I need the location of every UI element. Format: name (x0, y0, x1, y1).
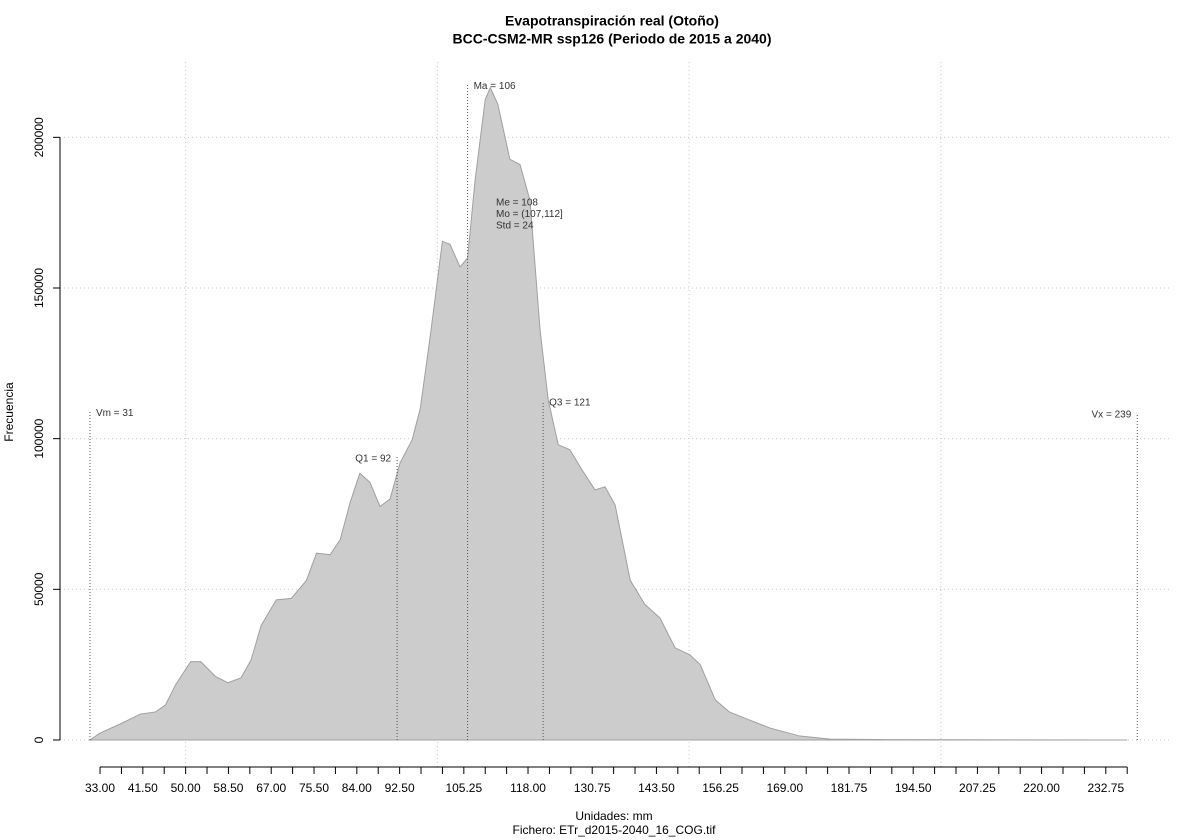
x-axis-label: Unidades: mm (575, 809, 652, 823)
stat-summary: Mo = (107,112] (496, 209, 563, 220)
x-tick-label: 181.75 (831, 781, 868, 795)
stat-label: Q1 = 92 (355, 453, 391, 464)
x-tick-label: 169.00 (766, 781, 803, 795)
stat-label: Vx = 239 (1092, 410, 1132, 421)
y-tick-label: 200000 (32, 117, 46, 157)
chart-title: Evapotranspiración real (Otoño) (505, 13, 719, 29)
x-tick-label: 67.00 (256, 781, 286, 795)
y-tick-label: 100000 (32, 418, 46, 458)
x-tick-label: 92.50 (385, 781, 415, 795)
chart-subtitle: BCC-CSM2-MR ssp126 (Periodo de 2015 a 20… (453, 31, 772, 47)
x-tick-label: 58.50 (213, 781, 243, 795)
x-tick-label: 105.25 (445, 781, 482, 795)
stat-label: Ma = 106 (474, 81, 516, 92)
x-tick-label: 207.25 (959, 781, 996, 795)
y-axis-label: Frecuencia (2, 382, 16, 442)
x-tick-label: 84.00 (342, 781, 372, 795)
caption: Fichero: ETr_d2015-2040_16_COG.tif (513, 823, 717, 837)
x-tick-label: 41.50 (128, 781, 158, 795)
stat-label: Vm = 31 (96, 408, 134, 419)
stat-label: Q3 = 121 (549, 398, 591, 409)
density-area (88, 86, 1128, 741)
x-tick-label: 143.50 (638, 781, 675, 795)
y-tick-label: 0 (32, 736, 46, 743)
x-tick-label: 130.75 (574, 781, 611, 795)
x-tick-label: 194.50 (895, 781, 932, 795)
x-tick-label: 156.25 (702, 781, 739, 795)
x-tick-label: 75.50 (299, 781, 329, 795)
y-tick-label: 50000 (32, 572, 46, 606)
stat-summary: Me = 108 (496, 198, 538, 209)
x-tick-label: 118.00 (510, 781, 546, 795)
x-tick-label: 33.00 (85, 781, 115, 795)
stat-summary: Std = 24 (496, 221, 534, 232)
y-tick-label: 150000 (32, 268, 46, 308)
x-tick-label: 50.00 (171, 781, 201, 795)
x-tick-label: 232.75 (1087, 781, 1124, 795)
x-tick-label: 220.00 (1023, 781, 1060, 795)
